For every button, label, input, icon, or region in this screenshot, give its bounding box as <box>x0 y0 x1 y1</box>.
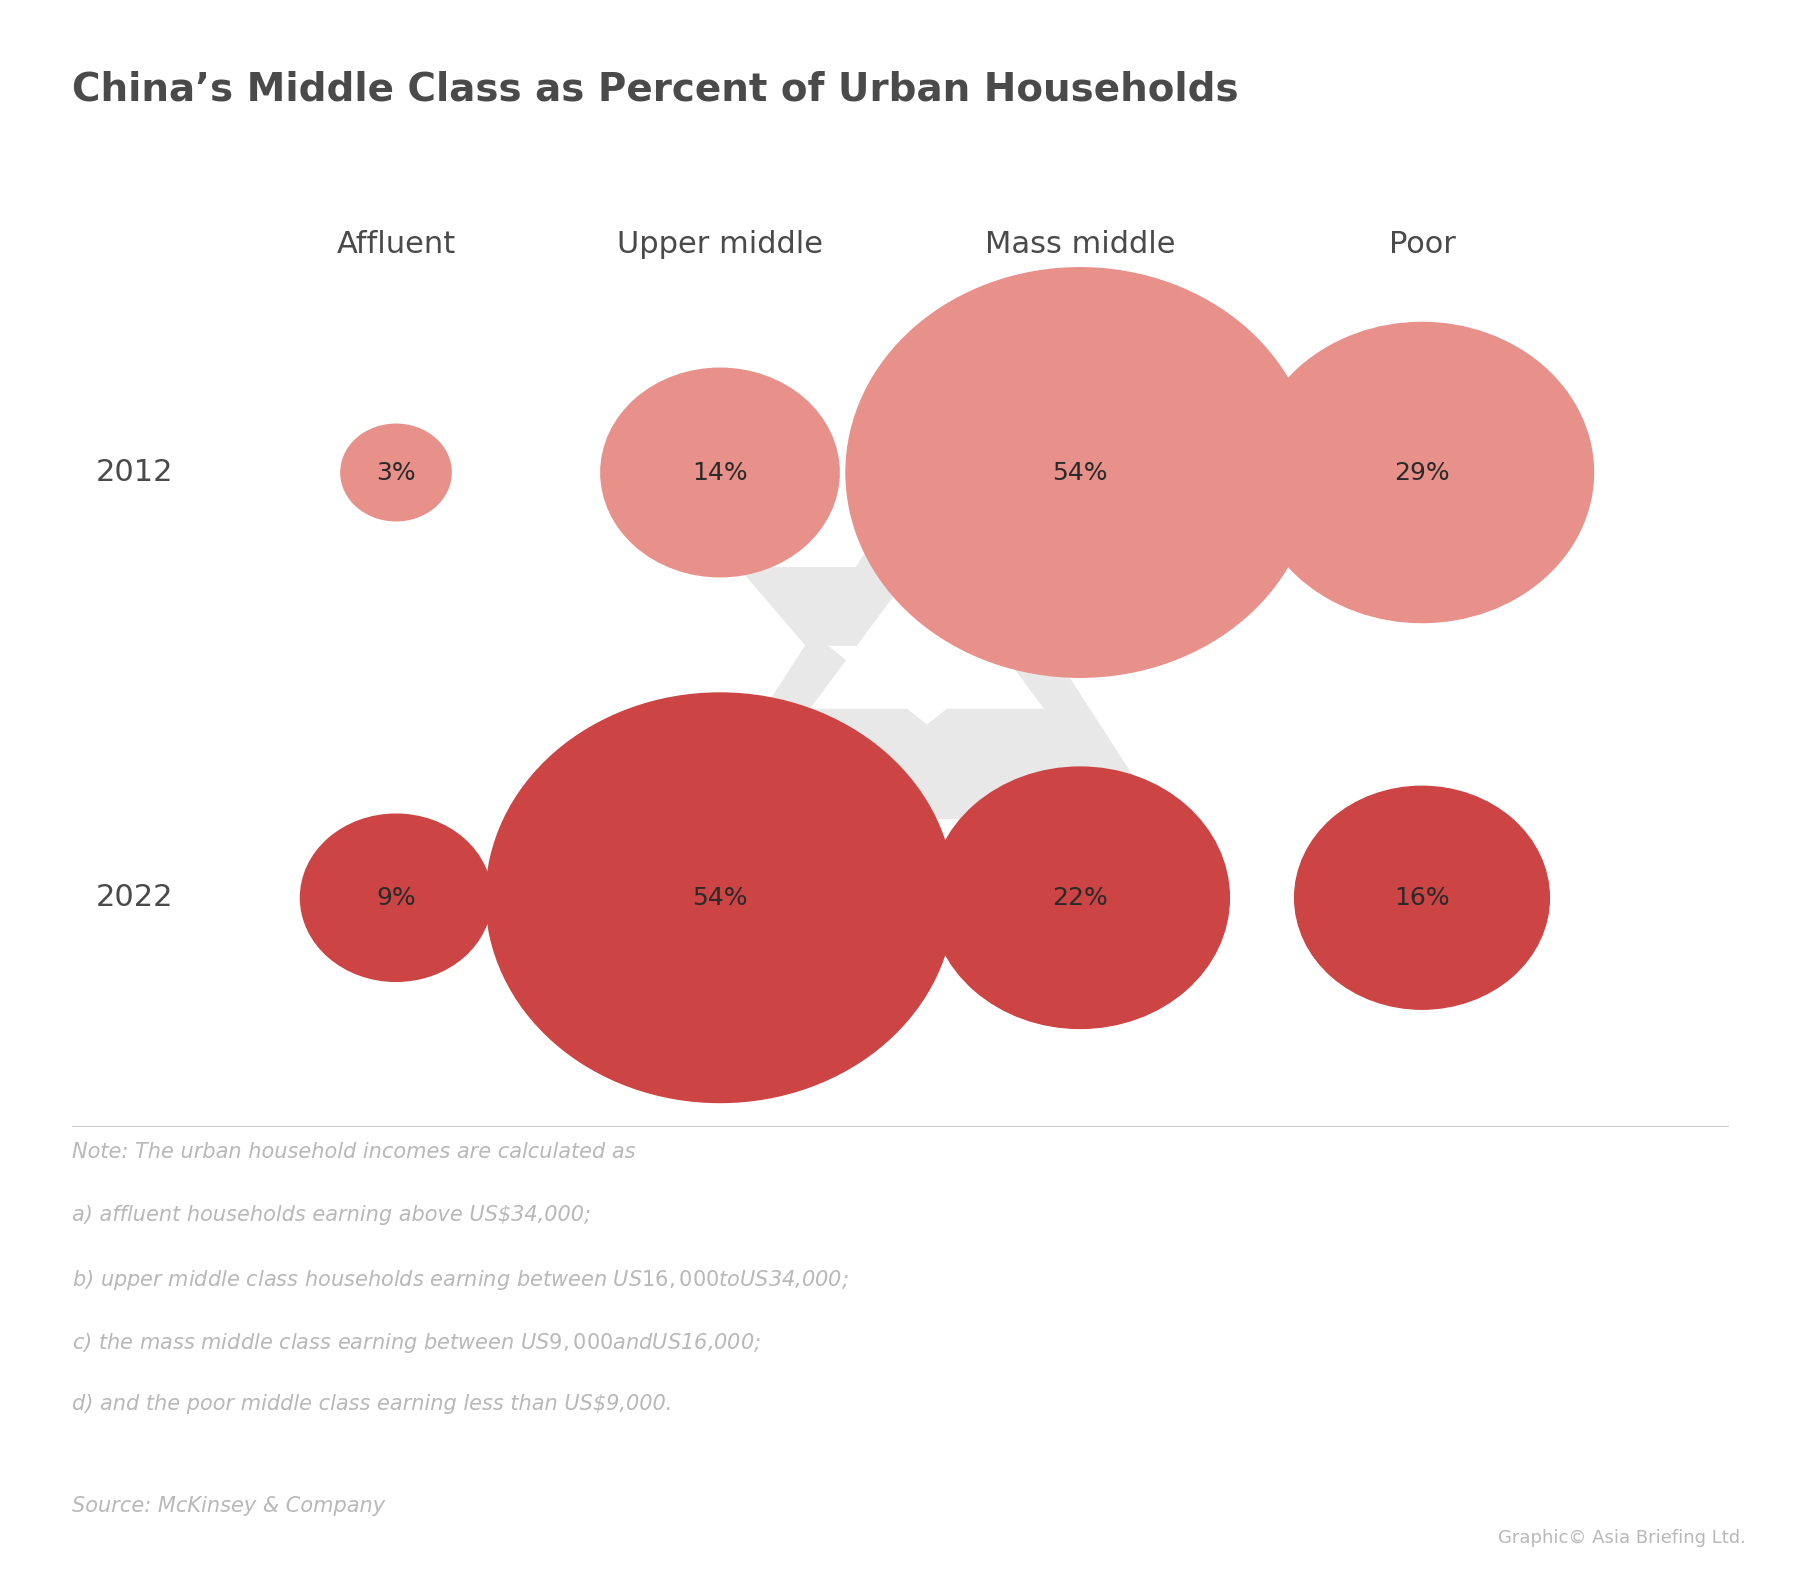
Text: 54%: 54% <box>1053 460 1107 485</box>
Polygon shape <box>810 551 1044 709</box>
Text: c) the mass middle class earning between US$9,000 and US$16,000;: c) the mass middle class earning between… <box>72 1331 761 1354</box>
Text: b) upper middle class households earning between US$16,000 to US$34,000;: b) upper middle class households earning… <box>72 1268 850 1291</box>
Text: a) affluent households earning above US$34,000;: a) affluent households earning above US$… <box>72 1205 590 1225</box>
Text: Note: The urban household incomes are calculated as: Note: The urban household incomes are ca… <box>72 1142 635 1162</box>
Circle shape <box>1294 786 1550 1010</box>
Circle shape <box>601 369 839 576</box>
Polygon shape <box>828 646 1026 725</box>
Circle shape <box>1251 323 1593 622</box>
Circle shape <box>340 424 452 521</box>
Circle shape <box>486 693 954 1102</box>
Circle shape <box>846 268 1314 677</box>
Text: Mass middle: Mass middle <box>985 230 1175 258</box>
Text: 2012: 2012 <box>95 458 175 487</box>
Polygon shape <box>738 567 1116 788</box>
Text: Affluent: Affluent <box>337 230 455 258</box>
Text: 54%: 54% <box>693 885 747 910</box>
Circle shape <box>931 767 1229 1028</box>
Text: 16%: 16% <box>1395 885 1449 910</box>
Text: 22%: 22% <box>1053 885 1107 910</box>
Polygon shape <box>693 457 1161 819</box>
Text: China’s Middle Class as Percent of Urban Households: China’s Middle Class as Percent of Urban… <box>72 71 1238 109</box>
Text: 14%: 14% <box>693 460 747 485</box>
Circle shape <box>301 814 491 981</box>
Text: 2022: 2022 <box>95 884 175 912</box>
Text: Poor: Poor <box>1388 230 1456 258</box>
Text: Upper middle: Upper middle <box>617 230 823 258</box>
Text: 29%: 29% <box>1395 460 1449 485</box>
Text: 9%: 9% <box>376 885 416 910</box>
Text: d) and the poor middle class earning less than US$9,000.: d) and the poor middle class earning les… <box>72 1394 673 1414</box>
Text: Source: McKinsey & Company: Source: McKinsey & Company <box>72 1496 385 1517</box>
Text: Graphic© Asia Briefing Ltd.: Graphic© Asia Briefing Ltd. <box>1498 1529 1746 1547</box>
Text: 3%: 3% <box>376 460 416 485</box>
